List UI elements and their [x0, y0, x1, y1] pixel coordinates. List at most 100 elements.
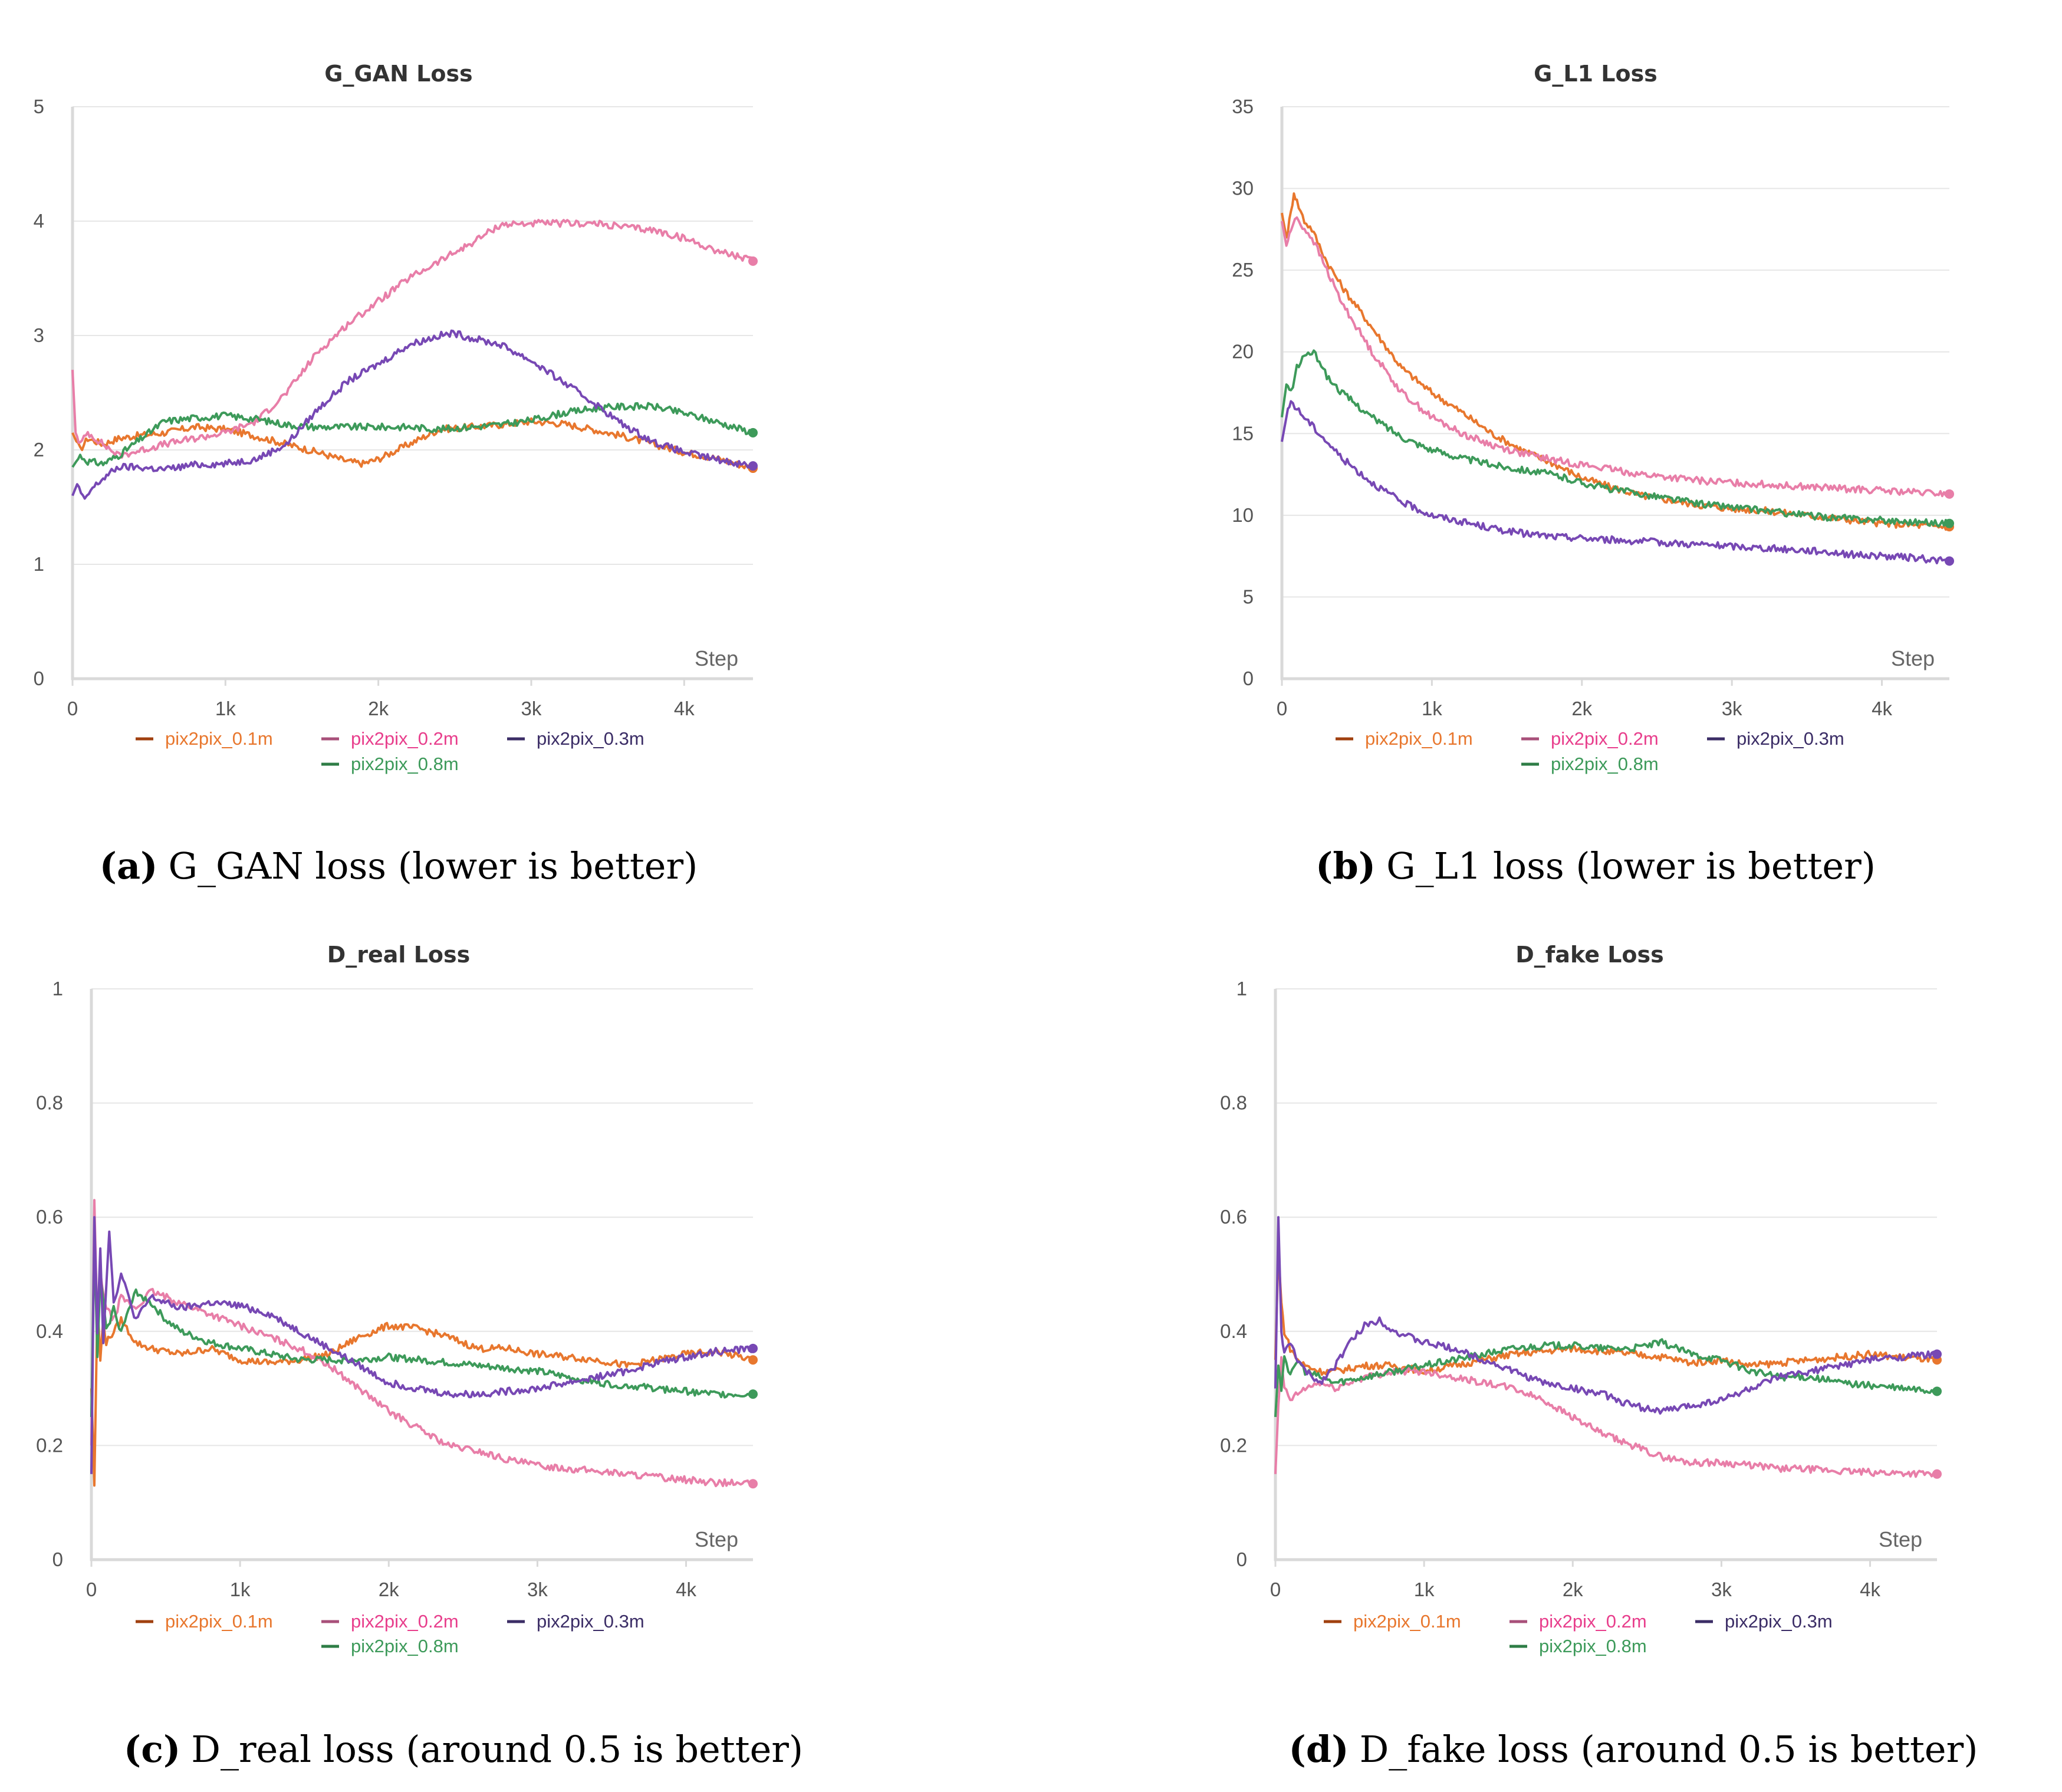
legend-item-pix2pix_0.3m[interactable]: pix2pix_0.3m [1707, 728, 1844, 749]
legend-label: pix2pix_0.8m [1551, 754, 1659, 774]
y-tick-label: 5 [34, 96, 44, 117]
x-tick-label: 4k [1872, 698, 1892, 719]
x-axis-label: Step [1879, 1527, 1922, 1551]
y-tick-label: 0.4 [36, 1320, 63, 1342]
x-tick-label: 0 [67, 698, 78, 719]
series-line-pix2pix_0.2m [1281, 216, 1950, 498]
legend-label: pix2pix_0.8m [351, 754, 459, 774]
series-endpoint-pix2pix_0.2m [748, 1479, 758, 1489]
caption-label: (a) [100, 844, 158, 887]
chart-title: G_GAN Loss [324, 61, 472, 87]
y-tick-label: 0 [52, 1548, 63, 1570]
series-endpoint-pix2pix_0.8m [1945, 518, 1954, 528]
x-tick-label: 0 [86, 1579, 97, 1600]
x-tick-label: 2k [368, 698, 389, 719]
series-line-pix2pix_0.8m [1281, 349, 1951, 528]
x-tick-label: 0 [1277, 698, 1287, 719]
series-endpoint-pix2pix_0.8m [748, 428, 758, 438]
series-endpoint-pix2pix_0.1m [748, 1355, 758, 1365]
series-line-pix2pix_0.8m [71, 402, 754, 468]
figure-caption: (d) D_fake loss (around 0.5 is better) [1289, 1728, 1978, 1771]
legend-item-pix2pix_0.2m[interactable]: pix2pix_0.2m [321, 728, 459, 749]
x-tick-label: 0 [1270, 1579, 1281, 1600]
caption-label: (c) [124, 1728, 180, 1771]
x-tick-label: 2k [379, 1579, 399, 1600]
x-tick-label: 1k [215, 698, 236, 719]
figure-caption: (a) G_GAN loss (lower is better) [100, 844, 698, 887]
caption-text: G_GAN loss (lower is better) [169, 844, 698, 887]
y-tick-label: 0 [1236, 1548, 1247, 1570]
y-tick-label: 1 [1236, 978, 1247, 999]
y-tick-label: 25 [1232, 259, 1254, 281]
y-tick-label: 0.2 [1220, 1434, 1247, 1456]
y-tick-label: 4 [34, 210, 44, 232]
legend-label: pix2pix_0.2m [1539, 1611, 1647, 1632]
series-line-pix2pix_0.8m [90, 1233, 754, 1418]
caption-text: D_fake loss (around 0.5 is better) [1360, 1728, 1978, 1771]
y-tick-label: 10 [1232, 504, 1254, 526]
y-tick-label: 0.8 [1220, 1092, 1247, 1114]
y-tick-label: 15 [1232, 422, 1254, 444]
series-line-pix2pix_0.3m [71, 329, 754, 500]
y-tick-label: 1 [52, 978, 63, 999]
legend-label: pix2pix_0.1m [1365, 728, 1473, 749]
legend-label: pix2pix_0.8m [1539, 1636, 1647, 1656]
legend-item-pix2pix_0.8m[interactable]: pix2pix_0.8m [1509, 1636, 1647, 1656]
y-tick-label: 0.6 [36, 1206, 63, 1228]
y-tick-label: 5 [1243, 586, 1254, 607]
y-tick-label: 0.8 [36, 1092, 63, 1114]
caption-text: D_real loss (around 0.5 is better) [191, 1728, 803, 1771]
series-line-pix2pix_0.2m [90, 1199, 754, 1488]
x-tick-label: 2k [1571, 698, 1592, 719]
chart-panel-a: G_GAN Loss 0 1 2 3 4 5 0 1k 2k 3k 4k Step pix2pix_0.1… [34, 61, 758, 887]
series-line-pix2pix_0.2m [71, 219, 754, 459]
legend-item-pix2pix_0.3m[interactable]: pix2pix_0.3m [507, 728, 644, 749]
legend-item-pix2pix_0.2m[interactable]: pix2pix_0.2m [321, 1611, 459, 1632]
y-tick-label: 2 [34, 439, 44, 461]
legend-label: pix2pix_0.3m [1725, 1611, 1833, 1632]
series-line-pix2pix_0.8m [1274, 1338, 1938, 1418]
legend-item-pix2pix_0.2m[interactable]: pix2pix_0.2m [1521, 728, 1659, 749]
legend-label: pix2pix_0.3m [1737, 728, 1844, 749]
x-tick-label: 3k [527, 1579, 548, 1600]
chart-title: D_real Loss [327, 942, 471, 968]
y-tick-label: 20 [1232, 341, 1254, 363]
y-tick-label: 30 [1232, 177, 1254, 199]
series-line-pix2pix_0.1m [90, 1303, 754, 1487]
legend-label: pix2pix_0.3m [537, 1611, 644, 1632]
x-tick-label: 1k [1422, 698, 1442, 719]
y-tick-label: 3 [34, 324, 44, 346]
legend-item-pix2pix_0.8m[interactable]: pix2pix_0.8m [1521, 754, 1659, 774]
y-tick-label: 0.2 [36, 1434, 63, 1456]
series-line-pix2pix_0.1m [71, 417, 754, 471]
series-line-pix2pix_0.2m [1274, 1356, 1938, 1478]
legend-item-pix2pix_0.3m[interactable]: pix2pix_0.3m [507, 1611, 644, 1632]
y-tick-label: 0 [1243, 668, 1254, 689]
caption-label: (d) [1289, 1728, 1349, 1771]
x-tick-label: 4k [674, 698, 695, 719]
legend-label: pix2pix_0.2m [1551, 728, 1659, 749]
series-line-pix2pix_0.1m [1274, 1250, 1938, 1376]
series-line-pix2pix_0.3m [1274, 1216, 1938, 1415]
x-tick-label: 3k [521, 698, 542, 719]
legend-item-pix2pix_0.1m[interactable]: pix2pix_0.1m [1324, 1611, 1461, 1632]
legend-item-pix2pix_0.8m[interactable]: pix2pix_0.8m [321, 1636, 459, 1656]
y-tick-label: 0.6 [1220, 1206, 1247, 1228]
series-endpoint-pix2pix_0.3m [1932, 1349, 1942, 1359]
legend-item-pix2pix_0.1m[interactable]: pix2pix_0.1m [1336, 728, 1473, 749]
legend-item-pix2pix_0.8m[interactable]: pix2pix_0.8m [321, 754, 459, 774]
legend-item-pix2pix_0.2m[interactable]: pix2pix_0.2m [1509, 1611, 1647, 1632]
y-tick-label: 1 [34, 553, 44, 575]
x-tick-label: 4k [1860, 1579, 1880, 1600]
legend-item-pix2pix_0.1m[interactable]: pix2pix_0.1m [136, 728, 273, 749]
chart-panel-b: G_L1 Loss 0 5 10 15 20 25 30 35 0 1k 2k 3k 4k Step pix2… [1232, 61, 1954, 887]
series-endpoint-pix2pix_0.2m [1932, 1469, 1942, 1479]
legend-item-pix2pix_0.1m[interactable]: pix2pix_0.1m [136, 1611, 273, 1632]
y-tick-label: 0.4 [1220, 1320, 1247, 1342]
legend-label: pix2pix_0.1m [165, 1611, 273, 1632]
x-tick-label: 1k [1414, 1579, 1435, 1600]
legend-item-pix2pix_0.3m[interactable]: pix2pix_0.3m [1695, 1611, 1833, 1632]
x-tick-label: 3k [1722, 698, 1742, 719]
figure-caption: (b) G_L1 loss (lower is better) [1316, 844, 1876, 887]
